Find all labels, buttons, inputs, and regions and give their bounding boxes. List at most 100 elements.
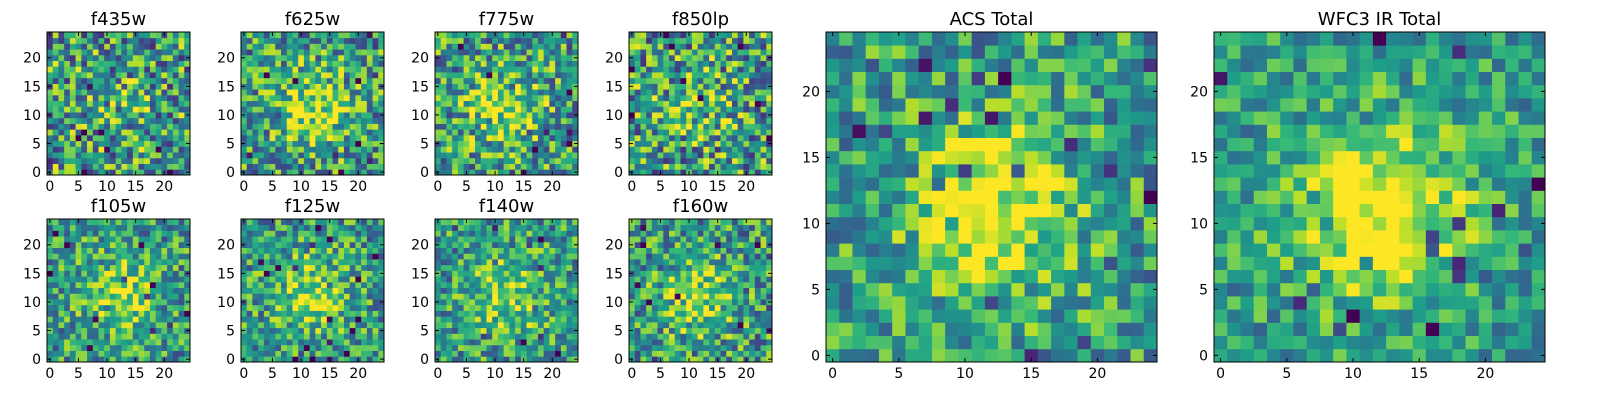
heatmap-cell <box>527 158 533 164</box>
heatmap-cell <box>640 61 646 67</box>
heatmap-cell <box>692 89 698 95</box>
heatmap-cell <box>127 242 133 248</box>
heatmap-cell <box>492 55 498 61</box>
heatmap-cell <box>749 135 755 141</box>
heatmap-cell <box>675 101 681 107</box>
heatmap-cell <box>275 265 281 271</box>
heatmap-cell <box>127 32 133 38</box>
heatmap-cell <box>640 112 646 118</box>
heatmap-cell <box>675 32 681 38</box>
heatmap-cell <box>446 225 452 231</box>
x-tick-label: 15 <box>321 366 339 382</box>
heatmap-cell <box>452 270 458 276</box>
heatmap-cell <box>321 55 327 61</box>
heatmap-cell <box>675 305 681 311</box>
heatmap-cell <box>532 61 538 67</box>
heatmap-cell <box>692 270 698 276</box>
heatmap-cell <box>310 253 316 259</box>
heatmap-cell <box>469 242 475 248</box>
heatmap-cell <box>252 72 258 78</box>
heatmap-cell <box>504 351 510 357</box>
heatmap-cell <box>53 276 59 282</box>
heatmap-cell <box>504 345 510 351</box>
heatmap-cell <box>532 78 538 84</box>
heatmap-cell <box>492 95 498 101</box>
heatmap-cell <box>321 322 327 328</box>
heatmap-cell <box>327 141 333 147</box>
heatmap-cell <box>527 316 533 322</box>
heatmap-cell <box>703 49 709 55</box>
heatmap-cell <box>144 265 150 271</box>
heatmap-cell <box>161 351 167 357</box>
heatmap-cell <box>755 339 761 345</box>
heatmap-cell <box>692 83 698 89</box>
heatmap-cell <box>646 169 652 175</box>
heatmap-cell <box>304 356 310 362</box>
heatmap-cell <box>258 146 264 152</box>
heatmap-cell <box>435 311 441 317</box>
heatmap-cell <box>515 322 521 328</box>
heatmap-cell <box>338 89 344 95</box>
heatmap-cell <box>698 66 704 72</box>
heatmap-cell <box>150 225 156 231</box>
heatmap-cell <box>87 112 93 118</box>
heatmap-cell <box>121 66 127 72</box>
heatmap-cell <box>469 316 475 322</box>
heatmap-cell <box>361 89 367 95</box>
heatmap-cell <box>755 293 761 299</box>
heatmap-cell <box>292 282 298 288</box>
heatmap-cell <box>515 43 521 49</box>
heatmap-cell <box>669 164 675 170</box>
heatmap-cell <box>555 55 561 61</box>
heatmap-cell <box>469 270 475 276</box>
heatmap-cell <box>458 72 464 78</box>
heatmap-cell <box>304 328 310 334</box>
heatmap-cell <box>378 38 384 44</box>
heatmap-cell <box>241 101 247 107</box>
heatmap-cell <box>264 101 270 107</box>
heatmap-cell <box>338 236 344 242</box>
heatmap-cell <box>173 339 179 345</box>
heatmap-cell <box>749 141 755 147</box>
heatmap-cell <box>515 118 521 124</box>
heatmap-cell <box>692 38 698 44</box>
heatmap-cell <box>721 124 727 130</box>
heatmap-cell <box>70 259 76 265</box>
heatmap-cell <box>355 118 361 124</box>
heatmap-cell <box>252 61 258 67</box>
heatmap-cell <box>738 164 744 170</box>
heatmap-cell <box>561 265 567 271</box>
heatmap-cell <box>652 135 658 141</box>
heatmap-cell <box>292 248 298 254</box>
heatmap-cell <box>441 112 447 118</box>
heatmap-cell <box>338 288 344 294</box>
heatmap-cell <box>492 129 498 135</box>
heatmap-cell <box>521 299 527 305</box>
heatmap-cell <box>481 112 487 118</box>
heatmap-cell <box>333 253 339 259</box>
heatmap-cell <box>121 124 127 130</box>
heatmap-cell <box>504 106 510 112</box>
heatmap-cell <box>64 311 70 317</box>
heatmap-cell <box>709 288 715 294</box>
heatmap-cell <box>298 135 304 141</box>
heatmap-cell <box>715 276 721 282</box>
heatmap-cell <box>686 299 692 305</box>
heatmap-cell <box>378 259 384 265</box>
heatmap-cell <box>333 351 339 357</box>
heatmap-cell <box>458 89 464 95</box>
heatmap-cell <box>532 129 538 135</box>
heatmap-cell <box>270 43 276 49</box>
heatmap-cell <box>572 158 578 164</box>
heatmap-cell <box>504 333 510 339</box>
heatmap-cell <box>93 135 99 141</box>
heatmap-cell <box>281 225 287 231</box>
heatmap-cell <box>435 95 441 101</box>
heatmap-cell <box>144 219 150 225</box>
heatmap-cell <box>338 322 344 328</box>
y-tick-label: 5 <box>614 137 623 153</box>
heatmap-cell <box>275 322 281 328</box>
heatmap-cell <box>475 316 481 322</box>
heatmap-cell <box>252 351 258 357</box>
heatmap-cell <box>333 356 339 362</box>
